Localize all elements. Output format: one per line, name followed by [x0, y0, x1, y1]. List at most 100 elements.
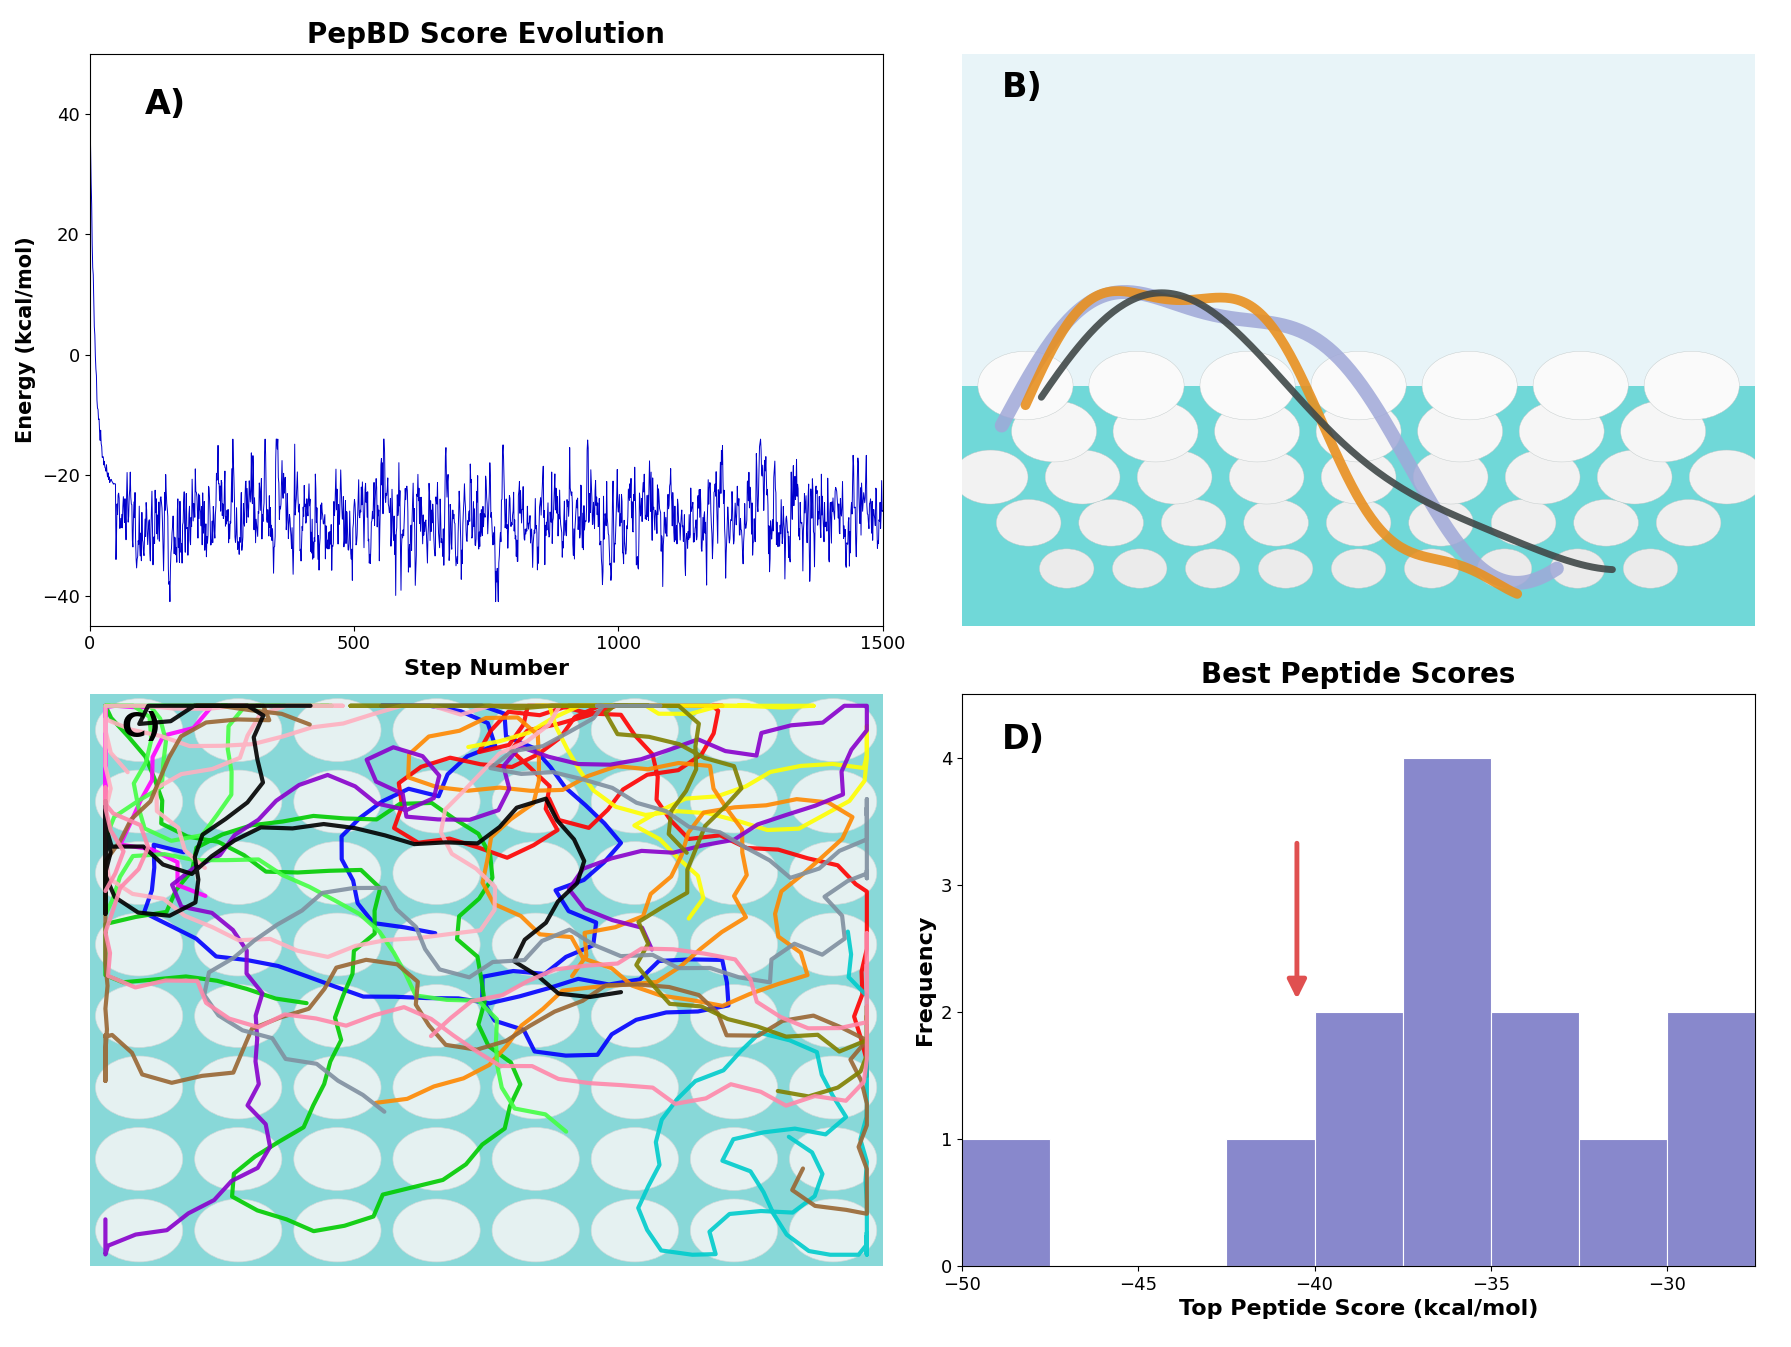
Circle shape: [1012, 400, 1096, 462]
Title: Best Peptide Scores: Best Peptide Scores: [1202, 661, 1515, 690]
Circle shape: [790, 1056, 878, 1119]
Circle shape: [790, 1127, 878, 1191]
Circle shape: [392, 770, 480, 832]
Circle shape: [1331, 548, 1386, 589]
Circle shape: [591, 699, 679, 761]
Circle shape: [392, 1199, 480, 1262]
Circle shape: [1551, 548, 1605, 589]
Circle shape: [790, 913, 878, 977]
Circle shape: [294, 1056, 381, 1119]
Circle shape: [95, 842, 183, 904]
Circle shape: [1418, 400, 1503, 462]
Text: B): B): [1001, 71, 1042, 104]
Circle shape: [493, 985, 578, 1048]
Circle shape: [294, 770, 381, 832]
Circle shape: [493, 1199, 578, 1262]
Circle shape: [493, 1056, 578, 1119]
Circle shape: [195, 1056, 281, 1119]
Circle shape: [690, 770, 777, 832]
Circle shape: [1316, 400, 1401, 462]
X-axis label: Top Peptide Score (kcal/mol): Top Peptide Score (kcal/mol): [1178, 1300, 1538, 1320]
Circle shape: [195, 770, 281, 832]
Circle shape: [1229, 450, 1304, 504]
Circle shape: [1504, 450, 1580, 504]
Bar: [1667, 1012, 1755, 1266]
Bar: [1227, 1140, 1315, 1266]
Circle shape: [95, 1056, 183, 1119]
Circle shape: [1410, 500, 1474, 546]
Circle shape: [1422, 352, 1517, 420]
Circle shape: [790, 770, 878, 832]
Circle shape: [95, 699, 183, 761]
Bar: [962, 1140, 1050, 1266]
Circle shape: [978, 352, 1073, 420]
Circle shape: [1623, 548, 1678, 589]
Circle shape: [195, 913, 281, 977]
Bar: [962, 385, 1755, 626]
Bar: [1402, 758, 1490, 1266]
Circle shape: [1519, 400, 1605, 462]
Circle shape: [591, 1199, 679, 1262]
Circle shape: [790, 842, 878, 904]
Title: PepBD Score Evolution: PepBD Score Evolution: [308, 20, 664, 48]
Circle shape: [591, 1056, 679, 1119]
Circle shape: [591, 770, 679, 832]
Bar: [962, 54, 1755, 385]
Circle shape: [1046, 450, 1119, 504]
Circle shape: [1574, 500, 1639, 546]
Circle shape: [392, 699, 480, 761]
Circle shape: [591, 913, 679, 977]
Circle shape: [493, 1127, 578, 1191]
Circle shape: [1598, 450, 1673, 504]
Circle shape: [195, 1127, 281, 1191]
X-axis label: Step Number: Step Number: [403, 659, 568, 679]
Circle shape: [195, 699, 281, 761]
Circle shape: [1689, 450, 1764, 504]
Circle shape: [294, 985, 381, 1048]
Circle shape: [1161, 500, 1227, 546]
Circle shape: [95, 1127, 183, 1191]
Circle shape: [1621, 400, 1705, 462]
Circle shape: [392, 913, 480, 977]
Circle shape: [690, 1127, 777, 1191]
Circle shape: [195, 842, 281, 904]
Circle shape: [294, 699, 381, 761]
Circle shape: [1404, 548, 1460, 589]
Circle shape: [690, 1056, 777, 1119]
Circle shape: [294, 1127, 381, 1191]
Circle shape: [1214, 400, 1300, 462]
Text: C): C): [122, 711, 161, 745]
Circle shape: [294, 842, 381, 904]
Y-axis label: Frequency: Frequency: [915, 915, 935, 1045]
Text: A): A): [145, 88, 186, 121]
Circle shape: [790, 1199, 878, 1262]
Bar: [1315, 1012, 1402, 1266]
Circle shape: [690, 699, 777, 761]
Circle shape: [493, 770, 578, 832]
Circle shape: [1311, 352, 1406, 420]
Circle shape: [591, 1127, 679, 1191]
Circle shape: [1112, 400, 1198, 462]
Bar: [1490, 1012, 1580, 1266]
Circle shape: [591, 985, 679, 1048]
Circle shape: [195, 1199, 281, 1262]
Circle shape: [1492, 500, 1556, 546]
Circle shape: [1413, 450, 1488, 504]
Circle shape: [493, 699, 578, 761]
Circle shape: [1243, 500, 1309, 546]
Circle shape: [1112, 548, 1168, 589]
Circle shape: [392, 842, 480, 904]
Circle shape: [1327, 500, 1392, 546]
Circle shape: [294, 1199, 381, 1262]
Circle shape: [95, 1199, 183, 1262]
Circle shape: [690, 1199, 777, 1262]
Circle shape: [1644, 352, 1739, 420]
Circle shape: [493, 842, 578, 904]
Circle shape: [790, 985, 878, 1048]
Text: D): D): [1001, 723, 1044, 756]
Circle shape: [1259, 548, 1313, 589]
Circle shape: [1078, 500, 1143, 546]
Circle shape: [1657, 500, 1721, 546]
Circle shape: [95, 985, 183, 1048]
Circle shape: [690, 842, 777, 904]
